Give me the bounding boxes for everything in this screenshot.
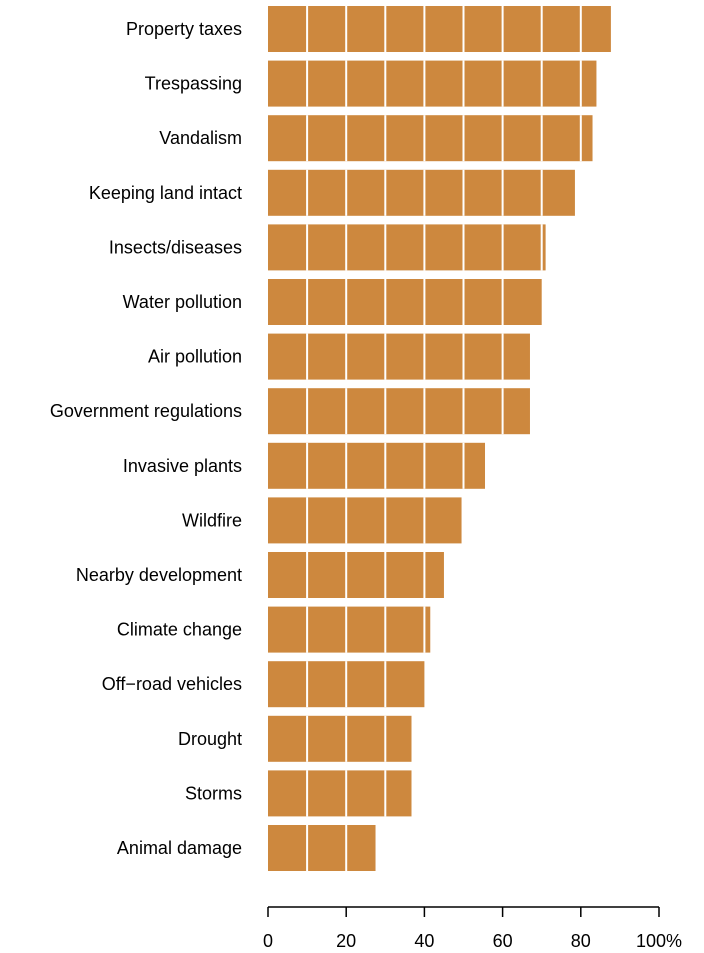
bar-6 <box>268 333 530 380</box>
x-tick-label: 20 <box>336 931 356 951</box>
bar-0 <box>268 6 611 52</box>
bar-4 <box>268 224 546 271</box>
category-label: Water pollution <box>123 292 242 312</box>
category-label: Climate change <box>117 620 242 640</box>
category-label: Property taxes <box>126 19 242 39</box>
gridlines-layer <box>306 6 582 871</box>
bar-14 <box>268 770 412 817</box>
x-tick-label: 80 <box>571 931 591 951</box>
category-label: Wildfire <box>182 510 242 530</box>
category-label: Vandalism <box>159 128 242 148</box>
bar-11 <box>268 606 431 653</box>
x-tick-label: 40 <box>414 931 434 951</box>
x-axis: 0 20 40 60 80 100% <box>263 906 682 951</box>
category-labels-layer: Property taxes Trespassing Vandalism Keepin… <box>50 19 242 858</box>
category-label: Animal damage <box>117 838 242 858</box>
bar-5 <box>268 279 542 325</box>
bar-3 <box>268 169 575 216</box>
category-label: Storms <box>185 783 242 803</box>
x-tick-label: 60 <box>493 931 513 951</box>
x-tick-label: 0 <box>263 931 273 951</box>
x-tick-label: 100% <box>636 931 682 951</box>
category-label: Trespassing <box>145 74 242 94</box>
bar-13 <box>268 715 412 762</box>
bar-8 <box>268 442 486 489</box>
category-label: Nearby development <box>76 565 242 585</box>
bar-2 <box>268 115 593 162</box>
bar-10 <box>268 552 444 598</box>
category-label: Insects/diseases <box>109 237 242 257</box>
category-label: Drought <box>178 729 242 749</box>
category-label: Government regulations <box>50 401 242 421</box>
bars-layer <box>268 6 611 871</box>
bar-7 <box>268 388 530 435</box>
category-label: Invasive plants <box>123 456 242 476</box>
bar-15 <box>268 825 376 871</box>
category-label: Off−road vehicles <box>102 674 242 694</box>
bar-1 <box>268 60 597 107</box>
category-label: Air pollution <box>148 347 242 367</box>
category-label: Keeping land intact <box>89 183 242 203</box>
bar-9 <box>268 497 462 544</box>
